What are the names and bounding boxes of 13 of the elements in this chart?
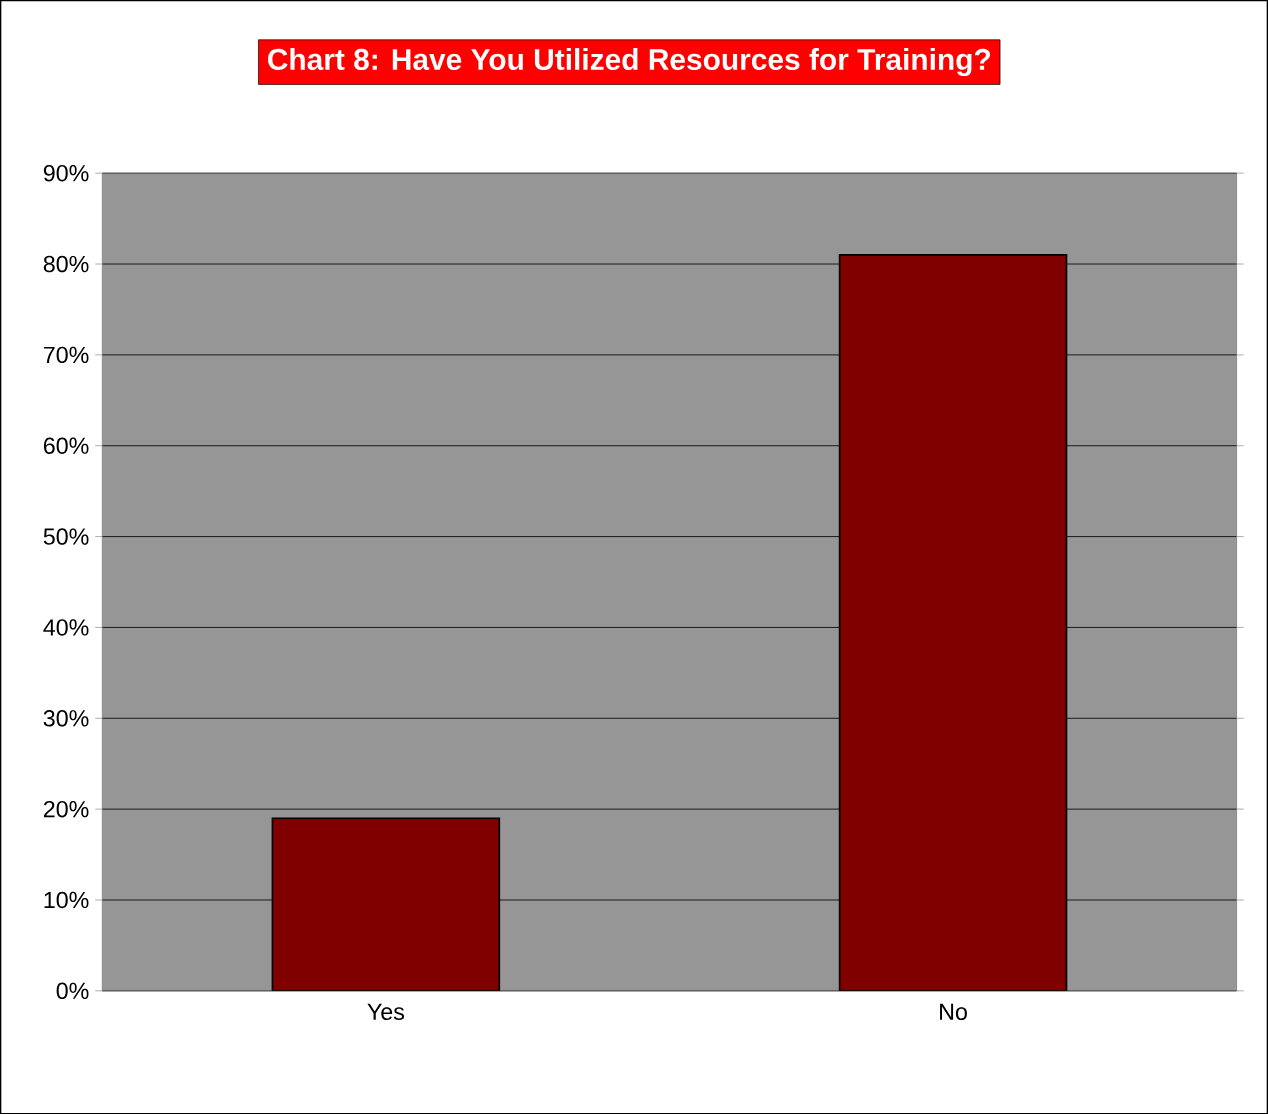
y-tick-label: 0%: [56, 982, 89, 999]
y-tick-label: 20%: [43, 800, 89, 818]
x-tick-label: No: [940, 1003, 967, 1020]
y-tick-label: 60%: [43, 437, 89, 454]
y-tick-label: 50%: [43, 528, 89, 545]
y-tick-label: 80%: [43, 255, 89, 273]
y-tick-label: 70%: [43, 346, 89, 363]
y-tick-label: 40%: [43, 619, 89, 636]
x-tick-label: Yes: [367, 1003, 405, 1020]
chart-title: Chart 8: Have You Utilized Resources for Training?: [268, 47, 991, 76]
y-tick-label: 10%: [44, 891, 89, 909]
y-tick-label: 90%: [43, 164, 89, 182]
y-tick-label: 30%: [43, 709, 89, 727]
